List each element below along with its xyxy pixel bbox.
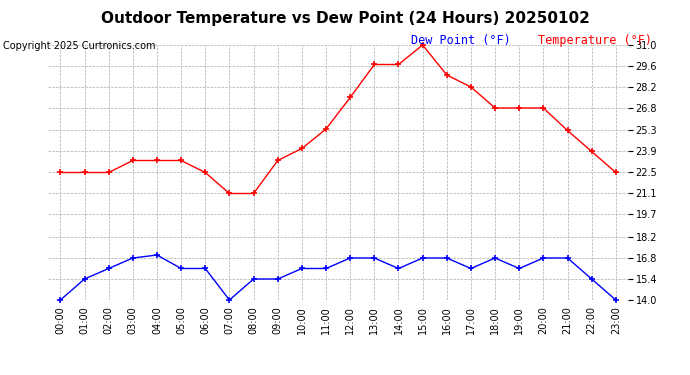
Text: Temperature (°F): Temperature (°F) xyxy=(538,34,652,47)
Text: Copyright 2025 Curtronics.com: Copyright 2025 Curtronics.com xyxy=(3,41,156,51)
Text: Outdoor Temperature vs Dew Point (24 Hours) 20250102: Outdoor Temperature vs Dew Point (24 Hou… xyxy=(101,11,589,26)
Text: Dew Point (°F): Dew Point (°F) xyxy=(411,34,511,47)
